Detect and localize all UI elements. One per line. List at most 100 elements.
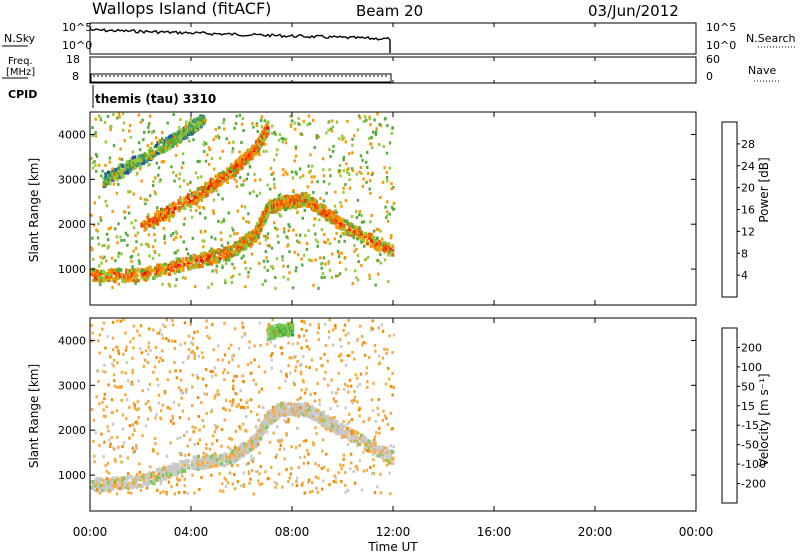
data-cell [129, 255, 132, 259]
data-cell [148, 327, 151, 331]
data-cell [369, 244, 373, 248]
data-cell [207, 146, 211, 150]
data-cell [287, 223, 290, 227]
data-cell [117, 251, 121, 255]
data-cell [324, 241, 328, 244]
data-cell [336, 404, 339, 408]
data-cell [222, 407, 225, 410]
data-cell [283, 406, 286, 410]
data-cell [286, 172, 289, 176]
data-cell [326, 415, 330, 419]
data-cell [205, 412, 208, 415]
data-cell [144, 275, 148, 279]
data-cell [114, 227, 117, 231]
data-cell [100, 174, 103, 178]
data-cell [193, 351, 196, 355]
data-cell [336, 225, 340, 230]
data-cell [390, 427, 393, 431]
data-cell [171, 462, 175, 467]
data-cell [291, 323, 295, 327]
data-cell [363, 244, 366, 248]
data-cell [147, 245, 150, 248]
data-cell [167, 210, 171, 215]
data-cell [131, 446, 134, 450]
data-cell [214, 373, 217, 377]
data-cell [283, 412, 287, 416]
data-cell [102, 408, 105, 412]
data-cell [314, 199, 317, 203]
data-cell [297, 465, 300, 469]
data-cell [191, 236, 194, 240]
data-cell [135, 486, 139, 489]
data-cell [109, 479, 113, 484]
data-cell [103, 243, 106, 247]
data-cell [361, 439, 366, 444]
data-cell [260, 115, 263, 119]
data-cell [313, 203, 317, 208]
data-cell [281, 255, 284, 259]
data-cell [255, 122, 258, 126]
data-cell [350, 233, 354, 237]
data-cell [381, 248, 385, 252]
data-cell [225, 175, 228, 179]
data-cell [342, 155, 346, 159]
data-cell [237, 403, 240, 407]
data-cell [339, 222, 343, 226]
data-cell [130, 380, 133, 384]
data-cell [163, 466, 167, 470]
data-cell [165, 318, 168, 322]
data-cell [233, 177, 236, 181]
data-cell [121, 278, 125, 283]
data-cell [388, 334, 391, 338]
data-cell [189, 117, 192, 121]
data-cell [181, 276, 185, 280]
data-cell [346, 171, 349, 174]
data-cell [316, 331, 320, 335]
data-cell [258, 390, 261, 394]
data-cell [211, 370, 214, 374]
data-cell [123, 476, 127, 480]
data-cell [242, 452, 246, 457]
data-cell [172, 231, 175, 235]
data-cell [332, 343, 335, 347]
data-cell [181, 460, 185, 465]
data-cell [329, 174, 332, 178]
data-cell [147, 341, 151, 345]
data-cell [266, 259, 269, 263]
data-cell [352, 435, 356, 440]
data-cell [177, 260, 181, 264]
data-cell [222, 121, 225, 125]
data-cell [198, 205, 201, 209]
data-cell [352, 399, 356, 402]
data-cell [108, 156, 112, 160]
data-cell [158, 138, 161, 142]
data-cell [151, 256, 155, 260]
data-cell [177, 201, 181, 205]
data-cell [176, 473, 179, 477]
data-cell [247, 240, 250, 243]
data-cell [294, 269, 297, 273]
data-cell [385, 416, 388, 420]
data-cell [134, 420, 137, 424]
data-cell [103, 120, 107, 124]
data-cell [132, 346, 135, 350]
data-cell [358, 228, 362, 232]
data-cell [131, 356, 134, 360]
data-cell [97, 279, 101, 283]
data-cell [339, 174, 342, 178]
data-cell [175, 264, 179, 269]
data-cell [134, 269, 138, 273]
data-cell [375, 454, 379, 458]
data-cell [342, 433, 346, 437]
data-cell [258, 178, 262, 182]
data-cell [132, 423, 135, 426]
data-cell [137, 113, 140, 117]
data-cell [93, 160, 96, 164]
data-cell [274, 485, 277, 489]
data-cell [187, 356, 190, 360]
data-cell [360, 220, 364, 224]
data-cell [217, 193, 220, 196]
data-cell [346, 435, 350, 440]
data-cell [287, 341, 290, 345]
data-cell [299, 372, 303, 376]
